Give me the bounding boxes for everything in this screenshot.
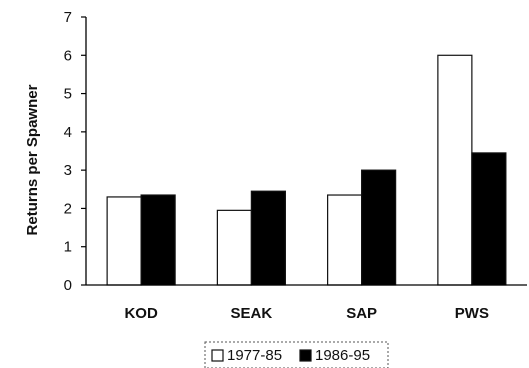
bar-1986-95-PWS <box>471 152 507 286</box>
y-tick-label: 6 <box>64 47 72 64</box>
legend-label-1977-85: 1977-85 <box>227 347 282 364</box>
legend: 1977-85 1986-95 <box>204 341 389 368</box>
bar-1977-85-SEAK <box>216 209 252 286</box>
legend-swatch-1986-95 <box>299 349 312 362</box>
legend-box <box>204 341 389 368</box>
x-tick-label: SEAK <box>231 305 273 322</box>
y-tick-label: 7 <box>64 9 72 26</box>
y-axis-ticks: 0 1 2 3 4 5 6 7 <box>64 9 86 294</box>
bar-1977-85-SAP <box>327 194 363 286</box>
x-tick-label: KOD <box>124 305 158 322</box>
y-tick-label: 3 <box>64 162 72 179</box>
y-tick-label: 1 <box>64 239 72 256</box>
y-tick-label: 5 <box>64 86 72 103</box>
bars-group <box>106 54 507 286</box>
x-tick-label: PWS <box>455 305 489 322</box>
y-tick-label: 2 <box>64 200 72 217</box>
y-tick-label: 4 <box>64 124 72 141</box>
bar-1986-95-SAP <box>361 169 397 286</box>
bar-1986-95-KOD <box>140 194 176 286</box>
legend-swatch-1977-85 <box>211 349 224 362</box>
bar-1986-95-SEAK <box>250 190 286 286</box>
x-tick-label: SAP <box>346 305 377 322</box>
category-labels: KOD SEAK SAP PWS <box>124 305 489 322</box>
bar-1977-85-PWS <box>437 54 473 286</box>
bar-1977-85-KOD <box>106 196 142 286</box>
y-axis-title: Returns per Spawner <box>24 84 41 235</box>
legend-label-1986-95: 1986-95 <box>315 347 370 364</box>
y-tick-label: 0 <box>64 277 72 294</box>
